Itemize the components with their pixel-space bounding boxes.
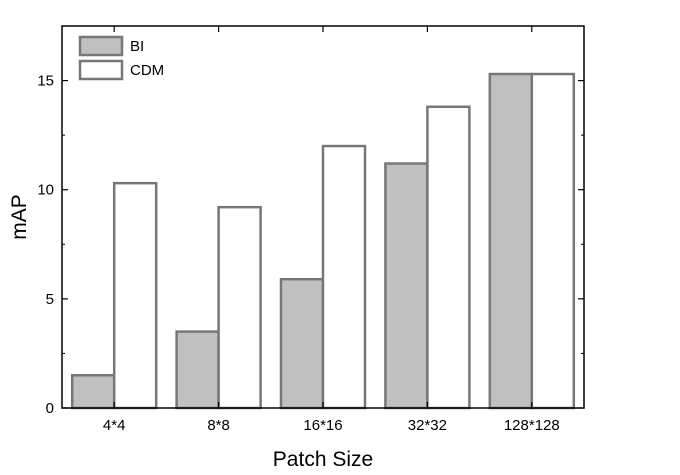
bar-bi-2 (279, 277, 325, 410)
bar-cdm-3 (426, 105, 471, 410)
x-tick-label: 4*4 (103, 417, 126, 434)
legend: BI CDM (78, 35, 164, 81)
bar-bi-0 (70, 374, 116, 410)
y-tick-label: 5 (46, 291, 54, 308)
y-axis: 0 5 10 15 (37, 73, 584, 417)
y-tick-label: 10 (37, 182, 54, 199)
x-axis: 4*4 8*8 16*16 32*32 128*128 (103, 26, 560, 434)
legend-label-bi: BI (130, 38, 144, 55)
bar-cdm-1 (217, 205, 262, 410)
y-axis-title: mAP (8, 194, 31, 240)
y-tick-label: 15 (37, 73, 54, 90)
x-tick-label: 8*8 (207, 417, 230, 434)
y-tick-label: 0 (46, 400, 54, 417)
x-axis-title: Patch Size (273, 448, 373, 471)
legend-label-cdm: CDM (130, 62, 164, 79)
legend-swatch-cdm (78, 59, 124, 81)
x-tick-label: 128*128 (504, 417, 560, 434)
x-tick-label: 32*32 (408, 417, 447, 434)
bar-cdm-0 (112, 181, 158, 410)
x-tick-label: 16*16 (303, 417, 342, 434)
bar-bi-1 (175, 330, 220, 410)
bar-cdm-4 (530, 72, 576, 410)
bar-cdm-2 (321, 144, 367, 410)
bar-bi-3 (384, 162, 429, 410)
bars-layer (70, 72, 576, 410)
bar-bi-4 (488, 72, 534, 410)
legend-swatch-bi (78, 35, 124, 57)
